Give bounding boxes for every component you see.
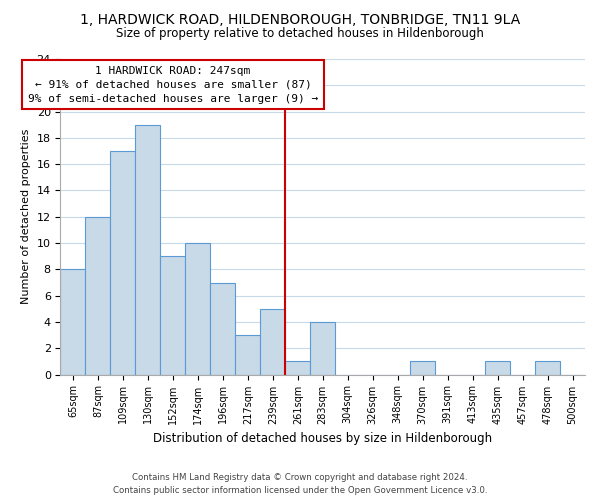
Bar: [260, 309, 285, 374]
Bar: [136, 124, 160, 374]
Y-axis label: Number of detached properties: Number of detached properties: [21, 129, 31, 304]
Text: 1 HARDWICK ROAD: 247sqm
← 91% of detached houses are smaller (87)
9% of semi-det: 1 HARDWICK ROAD: 247sqm ← 91% of detache…: [28, 66, 318, 104]
Bar: [485, 362, 510, 374]
Bar: [285, 362, 310, 374]
Bar: [310, 322, 335, 374]
Bar: [185, 243, 211, 374]
Bar: [85, 217, 110, 374]
Bar: [535, 362, 560, 374]
Text: Size of property relative to detached houses in Hildenborough: Size of property relative to detached ho…: [116, 28, 484, 40]
X-axis label: Distribution of detached houses by size in Hildenborough: Distribution of detached houses by size …: [153, 432, 493, 445]
Bar: [211, 282, 235, 374]
Bar: [110, 151, 136, 374]
Bar: [160, 256, 185, 374]
Bar: [410, 362, 435, 374]
Bar: [235, 335, 260, 374]
Text: 1, HARDWICK ROAD, HILDENBOROUGH, TONBRIDGE, TN11 9LA: 1, HARDWICK ROAD, HILDENBOROUGH, TONBRID…: [80, 12, 520, 26]
Text: Contains HM Land Registry data © Crown copyright and database right 2024.
Contai: Contains HM Land Registry data © Crown c…: [113, 473, 487, 495]
Bar: [61, 270, 85, 374]
